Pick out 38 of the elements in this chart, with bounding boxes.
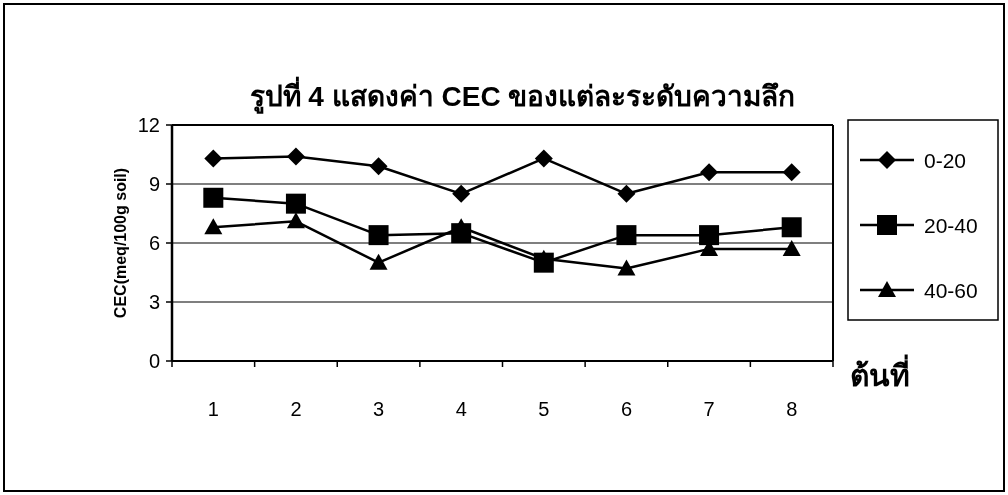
y-tick-label: 12 xyxy=(137,114,160,136)
point xyxy=(204,149,223,168)
x-tick-label: 5 xyxy=(538,398,550,420)
point xyxy=(617,259,636,276)
point xyxy=(286,147,305,166)
point xyxy=(285,193,306,214)
point xyxy=(452,184,471,203)
point xyxy=(369,253,388,270)
y-tick-label: 9 xyxy=(148,173,160,195)
point xyxy=(203,187,224,208)
x-axis-title: ต้นที่ xyxy=(850,354,910,392)
legend-label: 0-20 xyxy=(924,149,967,172)
point xyxy=(534,149,553,168)
y-tick-label: 0 xyxy=(148,350,160,372)
legend-label: 20-40 xyxy=(924,214,978,237)
x-tick-label: 8 xyxy=(786,398,798,420)
point xyxy=(368,225,389,246)
x-tick-label: 6 xyxy=(620,398,632,420)
y-tick-label: 6 xyxy=(148,232,160,254)
x-tick-label: 4 xyxy=(455,398,467,420)
point xyxy=(699,225,720,246)
point xyxy=(617,184,636,203)
x-tick-label: 2 xyxy=(290,398,302,420)
point xyxy=(700,163,719,182)
point xyxy=(782,163,801,182)
point xyxy=(781,217,802,238)
point xyxy=(369,157,388,176)
y-axis-title: CEC(meq/100g soil) xyxy=(112,167,129,319)
x-tick-label: 3 xyxy=(373,398,385,420)
point xyxy=(782,239,801,256)
point xyxy=(204,218,223,235)
point xyxy=(616,225,637,246)
x-tick-label: 1 xyxy=(207,398,219,420)
legend-label: 40-60 xyxy=(924,279,978,302)
y-tick-label: 3 xyxy=(148,291,160,313)
chart-title: รูปที่ 4 แสดงค่า CEC ของแต่ละระดับความลึก xyxy=(249,76,796,114)
x-tick-label: 7 xyxy=(703,398,715,420)
point xyxy=(286,212,305,229)
